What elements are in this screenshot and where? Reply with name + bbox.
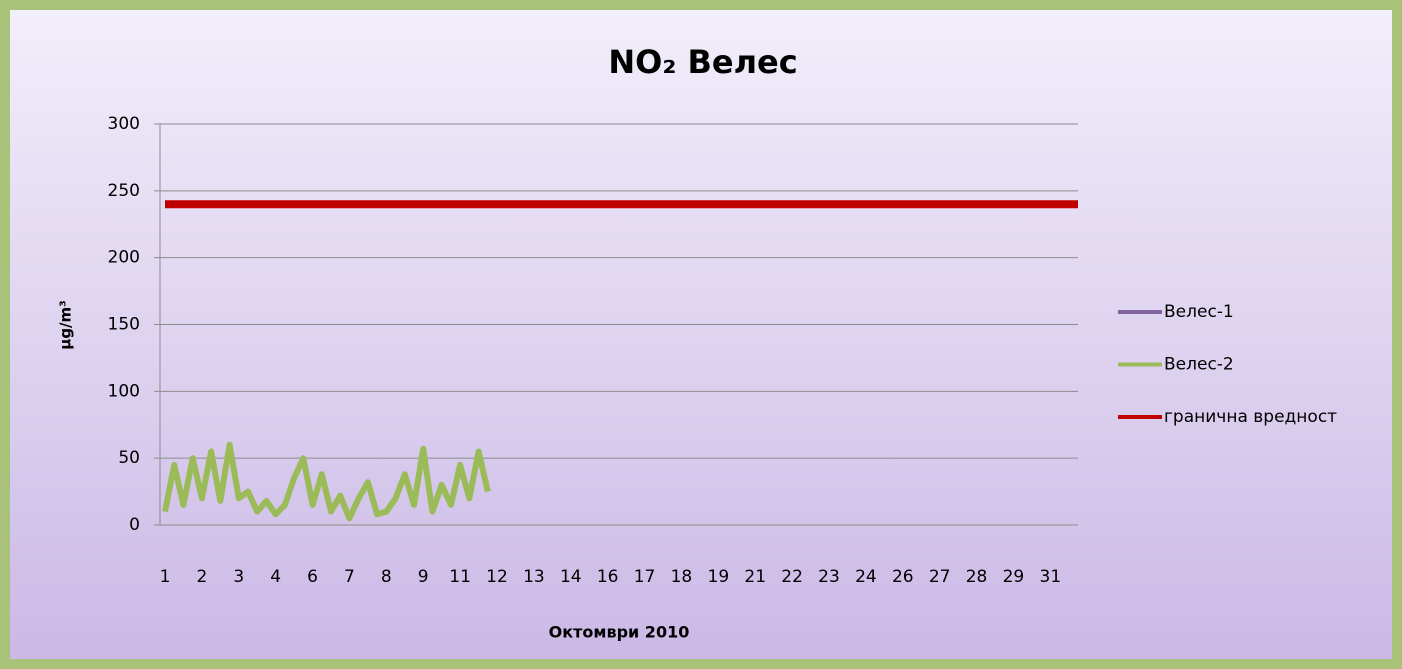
legend-label: Велес-2 (1164, 355, 1234, 375)
x-tick-label: 17 (634, 567, 656, 587)
y-tick-label: 250 (108, 181, 140, 201)
y-tick-label: 0 (129, 515, 140, 535)
x-tick-label: 24 (855, 567, 877, 587)
x-tick-label: 27 (929, 567, 951, 587)
x-tick-label: 23 (818, 567, 840, 587)
y-tick-label: 150 (108, 315, 140, 335)
y-axis-label: µg/m³ (57, 300, 75, 349)
x-tick-label: 2 (196, 567, 207, 587)
x-tick-label: 13 (523, 567, 545, 587)
x-tick-label: 7 (344, 567, 355, 587)
x-tick-label: 1 (160, 567, 171, 587)
x-tick-label: 22 (781, 567, 803, 587)
x-tick-label: 31 (1040, 567, 1062, 587)
y-tick-label: 200 (108, 248, 140, 268)
x-tick-label: 12 (486, 567, 508, 587)
x-tick-label: 11 (449, 567, 471, 587)
x-tick-label: 9 (418, 567, 429, 587)
x-tick-label: 19 (708, 567, 730, 587)
x-tick-label: 21 (744, 567, 766, 587)
chart-title: NO₂ Велес (608, 43, 797, 81)
x-tick-label: 3 (233, 567, 244, 587)
legend-label: гранична вредност (1164, 407, 1337, 427)
y-tick-label: 100 (108, 381, 140, 401)
x-tick-label: 18 (671, 567, 693, 587)
x-tick-label: 8 (381, 567, 392, 587)
x-tick-label: 14 (560, 567, 582, 587)
x-tick-label: 26 (892, 567, 914, 587)
legend-label: Велес-1 (1164, 302, 1234, 322)
y-tick-label: 50 (118, 448, 140, 468)
x-tick-label: 6 (307, 567, 318, 587)
x-tick-label: 28 (966, 567, 988, 587)
series-line (162, 441, 491, 522)
x-tick-label: 29 (1003, 567, 1025, 587)
y-tick-label: 300 (108, 114, 140, 134)
x-tick-label: 16 (597, 567, 619, 587)
x-tick-label: 4 (270, 567, 281, 587)
background (10, 10, 1392, 659)
x-axis-label: Октомври 2010 (549, 623, 690, 642)
